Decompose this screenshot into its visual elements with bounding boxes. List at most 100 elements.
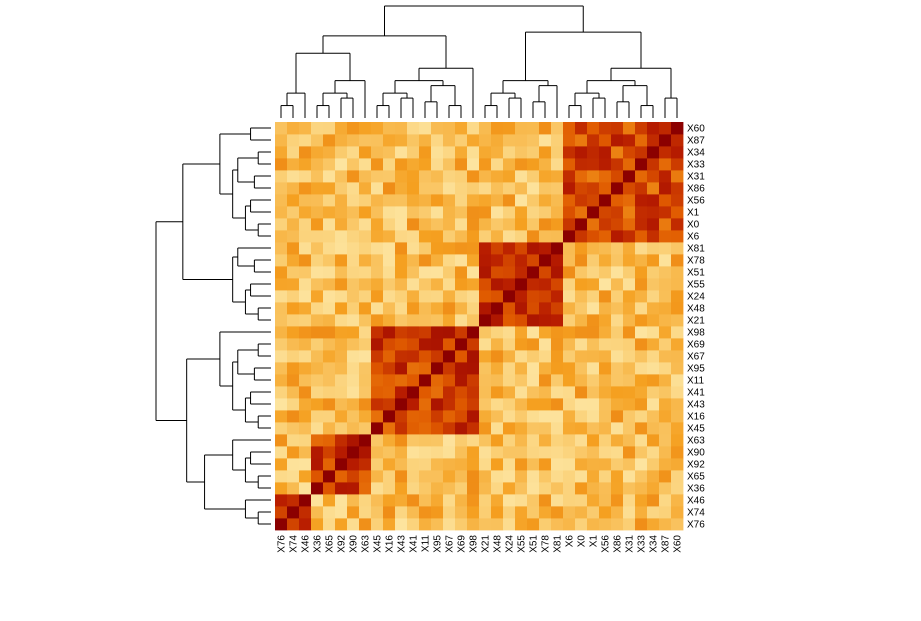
column-labels: X76 X74 X46 X36 X65 X92 X90 X63 X45 X16 X43 X41 X11 X… (277, 535, 684, 553)
heatmap-cell (587, 146, 600, 159)
heatmap-cell (611, 182, 624, 195)
heatmap-cell (383, 146, 396, 159)
heatmap-cell (539, 302, 552, 315)
heatmap-cell (359, 218, 372, 231)
heatmap-cell (323, 170, 336, 183)
heatmap-cell (335, 170, 348, 183)
heatmap-cell (287, 482, 300, 495)
heatmap-cell (275, 278, 288, 291)
heatmap-cell (575, 278, 588, 291)
heatmap-cell (359, 266, 372, 279)
heatmap-cell (323, 446, 336, 459)
heatmap-cell (539, 314, 552, 327)
heatmap-cell (539, 362, 552, 375)
heatmap-cell (491, 506, 504, 519)
heatmap-cell (335, 518, 348, 531)
row-label: X76 (687, 520, 705, 531)
heatmap-cell (287, 338, 300, 351)
heatmap-cell (455, 278, 468, 291)
heatmap-cell (503, 338, 516, 351)
heatmap-cell (611, 458, 624, 471)
heatmap-cell (383, 446, 396, 459)
heatmap-cell (575, 398, 588, 411)
row-label: X21 (687, 316, 705, 327)
heatmap-cell (611, 446, 624, 459)
heatmap-cell (395, 206, 408, 219)
heatmap-cell (491, 230, 504, 243)
heatmap-cell (659, 182, 672, 195)
heatmap-cell (647, 482, 660, 495)
row-label: X16 (687, 412, 705, 423)
heatmap-cell (347, 386, 360, 399)
heatmap-cell (395, 146, 408, 159)
heatmap-cell (359, 446, 372, 459)
heatmap-cell (443, 146, 456, 159)
heatmap-cell (515, 422, 528, 435)
heatmap-cell (563, 134, 576, 147)
heatmap-cell (275, 134, 288, 147)
heatmap-cell (335, 230, 348, 243)
row-label: X78 (687, 256, 705, 267)
heatmap-cell (515, 170, 528, 183)
heatmap-cell (659, 242, 672, 255)
heatmap-cell (419, 278, 432, 291)
heatmap-cell (563, 386, 576, 399)
heatmap-cell (287, 434, 300, 447)
heatmap-cell (467, 518, 480, 531)
heatmap-cell (371, 506, 384, 519)
heatmap-cell (443, 314, 456, 327)
heatmap-cell (395, 122, 408, 135)
heatmap-cell (551, 182, 564, 195)
heatmap-cell (287, 314, 300, 327)
heatmap-cell (311, 350, 324, 363)
heatmap-cell (395, 446, 408, 459)
column-label: X76 (277, 535, 288, 553)
heatmap-cell (383, 374, 396, 387)
heatmap-cell (551, 242, 564, 255)
heatmap-cell (635, 194, 648, 207)
heatmap-cell (527, 122, 540, 135)
heatmap-cell (491, 326, 504, 339)
heatmap-cell (395, 398, 408, 411)
heatmap-cell (359, 182, 372, 195)
heatmap-cell (599, 338, 612, 351)
heatmap-cell (671, 446, 684, 459)
heatmap-cell (659, 518, 672, 531)
heatmap-cell (419, 182, 432, 195)
heatmap-cell (311, 266, 324, 279)
row-label: X45 (687, 424, 705, 435)
heatmap-cell (611, 266, 624, 279)
heatmap-cell (527, 158, 540, 171)
heatmap-cell (623, 374, 636, 387)
row-label: X98 (687, 328, 705, 339)
heatmap-cell (395, 134, 408, 147)
heatmap-cell (539, 470, 552, 483)
heatmap-cell (455, 122, 468, 135)
heatmap-cell (467, 278, 480, 291)
heatmap-cell (467, 446, 480, 459)
heatmap-cell (383, 254, 396, 267)
heatmap-cell (431, 362, 444, 375)
heatmap-cell (359, 494, 372, 507)
heatmap-cell (563, 362, 576, 375)
heatmap-cell (311, 506, 324, 519)
heatmap-cell (311, 326, 324, 339)
heatmap-cell (395, 482, 408, 495)
heatmap-cell (527, 326, 540, 339)
heatmap-cell (359, 386, 372, 399)
heatmap-cell (275, 446, 288, 459)
heatmap-cell (539, 494, 552, 507)
heatmap-cell (335, 410, 348, 423)
heatmap-cell (395, 266, 408, 279)
heatmap-cell (455, 494, 468, 507)
heatmap-cell (575, 338, 588, 351)
heatmap-cell (491, 134, 504, 147)
heatmap-cell (659, 146, 672, 159)
heatmap-cell (467, 458, 480, 471)
heatmap-cell (491, 398, 504, 411)
heatmap-cell (671, 362, 684, 375)
heatmap-cell (323, 506, 336, 519)
heatmap-cell (383, 206, 396, 219)
heatmap-cell (647, 158, 660, 171)
